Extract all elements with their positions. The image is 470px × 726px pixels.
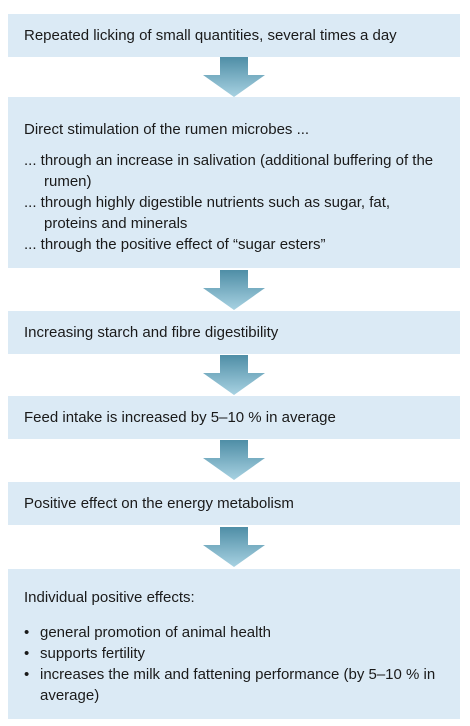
step-4-box: Feed intake is increased by 5–10 % in av… — [8, 396, 460, 439]
step-5-box: Positive effect on the energy metabolism — [8, 482, 460, 525]
step-1-box: Repeated licking of small quantities, se… — [8, 14, 460, 57]
down-arrow-icon — [203, 440, 265, 480]
step-2-item-3: ... through the positive effect of “suga… — [24, 236, 326, 253]
down-arrow-icon — [203, 270, 265, 310]
step-6-title: Individual positive effects: — [24, 589, 195, 606]
step-2-item-2: ... through highly digestible nutrients … — [24, 194, 391, 232]
step-2-box: Direct stimulation of the rumen microbes… — [8, 97, 460, 268]
down-arrow-icon — [203, 527, 265, 567]
step-3-text: Increasing starch and fibre digestibilit… — [24, 324, 279, 341]
step-5-text: Positive effect on the energy metabolism — [24, 495, 294, 512]
step-1-text: Repeated licking of small quantities, se… — [24, 27, 397, 44]
step-6-bullet-1: general promotion of animal health — [24, 622, 444, 643]
step-3-box: Increasing starch and fibre digestibilit… — [8, 311, 460, 354]
step-2-item-1: ... through an increase in salivation (a… — [24, 152, 434, 190]
step-6-bullet-2: supports fertility — [24, 643, 444, 664]
step-4-text: Feed intake is increased by 5–10 % in av… — [24, 409, 336, 426]
down-arrow-icon — [203, 57, 265, 97]
step-6-box: Individual positive effects: general pro… — [8, 569, 460, 719]
down-arrow-icon — [203, 355, 265, 395]
step-2-title: Direct stimulation of the rumen microbes… — [24, 121, 310, 138]
step-6-bullet-3: increases the milk and fattening perform… — [24, 664, 444, 706]
